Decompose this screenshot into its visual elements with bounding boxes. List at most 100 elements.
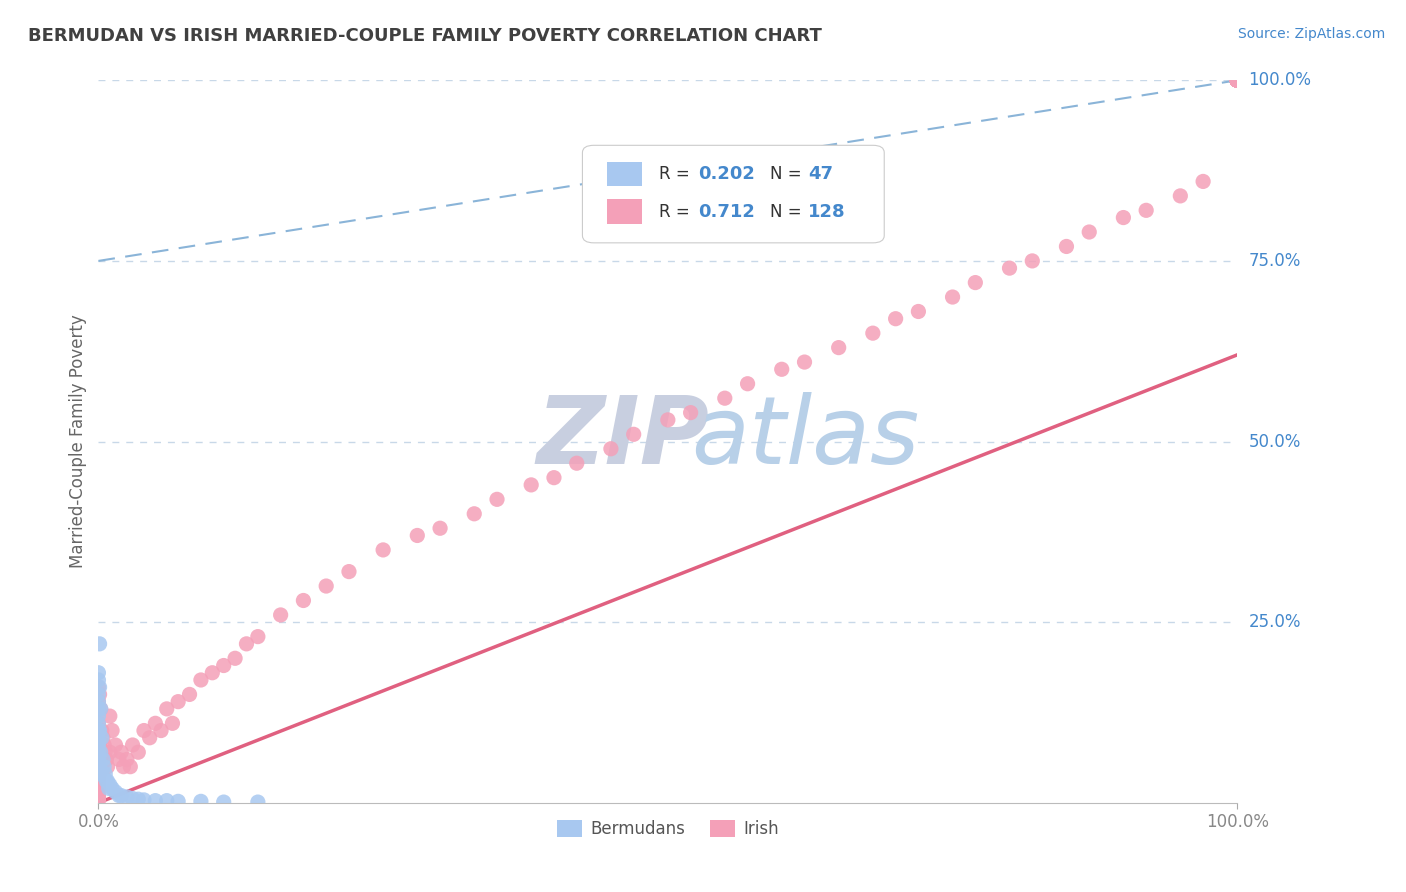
Point (87, 731, 110, 745)
Point (623, 427, 645, 442)
Point (87, 702, 110, 716)
Point (87, 731, 110, 745)
Point (90, 723, 112, 738)
Point (104, 785, 127, 799)
Text: R =: R = (659, 202, 695, 221)
Point (87, 745, 110, 759)
Point (97, 781, 120, 796)
Point (87, 687, 110, 701)
Point (1226, 73, 1249, 87)
Point (1226, 73, 1249, 87)
Text: ZIP: ZIP (537, 392, 710, 484)
Point (110, 789, 132, 803)
Point (907, 304, 929, 318)
Point (998, 261, 1021, 276)
Point (87, 695, 110, 709)
Point (90, 702, 112, 716)
Point (190, 673, 212, 687)
Point (98, 778, 121, 792)
Point (89, 637, 111, 651)
Point (406, 528, 429, 542)
Point (486, 492, 509, 507)
Point (714, 391, 737, 405)
Point (150, 723, 173, 738)
Point (1226, 73, 1249, 87)
Point (87, 764, 110, 778)
Point (1226, 73, 1249, 87)
Point (156, 794, 179, 808)
Point (543, 470, 565, 484)
Point (1054, 239, 1078, 253)
Point (87, 748, 110, 763)
Point (87, 752, 110, 766)
Point (884, 311, 907, 326)
Point (1226, 73, 1249, 87)
Text: 0.712: 0.712 (699, 202, 755, 221)
Point (1226, 73, 1249, 87)
Point (793, 355, 815, 369)
Point (1226, 73, 1249, 87)
Point (127, 745, 149, 759)
Point (1226, 73, 1249, 87)
Point (1135, 203, 1157, 218)
Point (965, 276, 987, 290)
Point (132, 793, 155, 807)
Y-axis label: Married-Couple Family Poverty: Married-Couple Family Poverty (69, 315, 87, 568)
Point (112, 760, 135, 774)
Point (87, 767, 110, 781)
Point (201, 665, 224, 680)
Point (1226, 73, 1249, 87)
Point (87, 760, 110, 774)
Point (108, 752, 131, 766)
Point (87, 723, 110, 738)
Text: BERMUDAN VS IRISH MARRIED-COUPLE FAMILY POVERTY CORRELATION CHART: BERMUDAN VS IRISH MARRIED-COUPLE FAMILY … (28, 27, 823, 45)
Point (108, 789, 131, 803)
Point (429, 521, 451, 535)
Point (87, 716, 110, 731)
Text: Source: ZipAtlas.com: Source: ZipAtlas.com (1237, 27, 1385, 41)
Point (737, 376, 759, 391)
Point (1226, 73, 1249, 87)
Point (87, 774, 110, 789)
Point (770, 362, 793, 376)
Text: 47: 47 (808, 165, 832, 183)
Point (212, 658, 235, 673)
Point (145, 716, 167, 731)
Point (270, 607, 292, 622)
Point (1078, 225, 1101, 239)
Point (600, 442, 623, 456)
Point (96, 752, 118, 766)
Point (1226, 73, 1249, 87)
Point (179, 687, 201, 701)
Point (235, 637, 257, 651)
Point (87, 738, 110, 752)
Point (862, 326, 884, 340)
Point (94, 767, 117, 781)
Point (1226, 73, 1249, 87)
Point (87, 752, 110, 766)
Point (1226, 73, 1249, 87)
Point (87, 756, 110, 770)
Point (87, 760, 110, 774)
Point (1226, 73, 1249, 87)
Point (87, 716, 110, 731)
Point (942, 290, 965, 304)
Text: 0.202: 0.202 (699, 165, 755, 183)
Point (1226, 73, 1249, 87)
Text: 25.0%: 25.0% (1249, 613, 1301, 632)
Point (371, 542, 394, 557)
Text: 75.0%: 75.0% (1249, 252, 1301, 270)
Point (87, 789, 110, 803)
Bar (607, 162, 641, 186)
Point (87, 771, 110, 785)
Point (87, 794, 110, 808)
Point (104, 738, 127, 752)
Point (89, 687, 111, 701)
Point (315, 579, 337, 593)
Point (1226, 73, 1249, 87)
Point (98, 745, 121, 759)
Point (1226, 73, 1249, 87)
Point (167, 695, 190, 709)
Point (93, 760, 115, 774)
Point (87, 790, 110, 805)
